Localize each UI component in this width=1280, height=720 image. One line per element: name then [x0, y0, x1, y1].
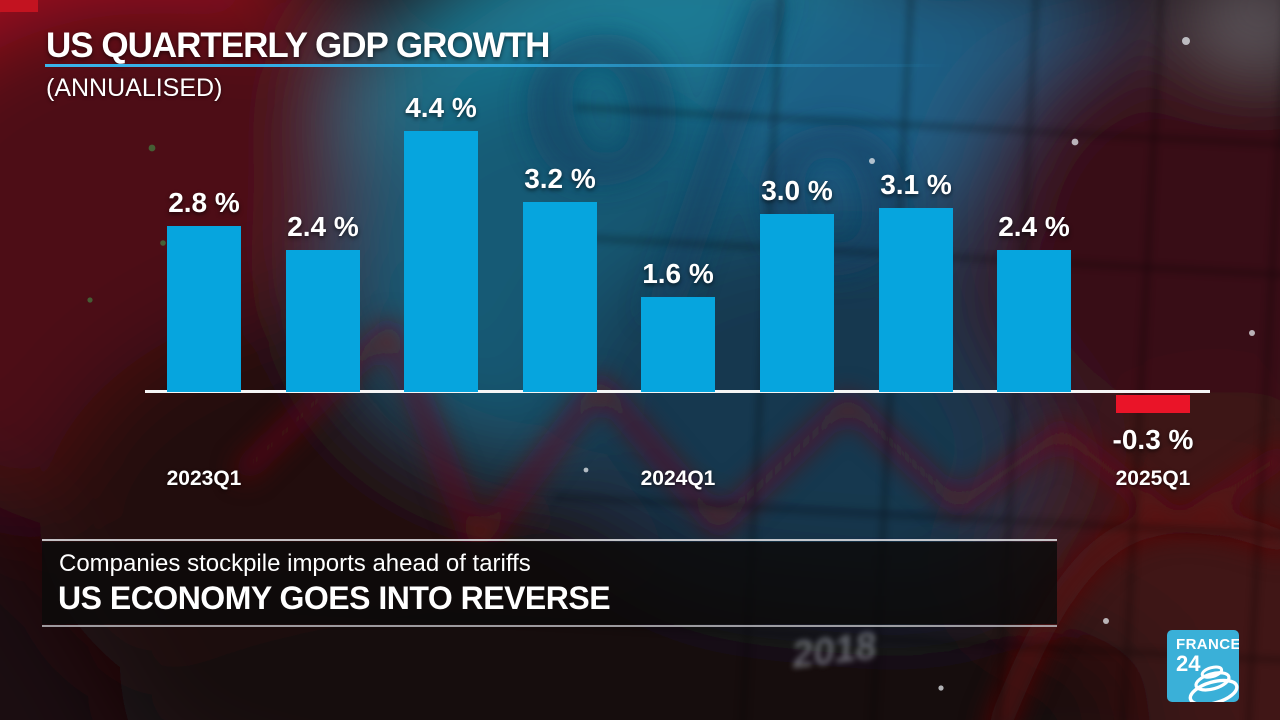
bar-2023Q4	[523, 202, 597, 392]
bar-2024Q3	[879, 208, 953, 392]
bar-2023Q3	[404, 131, 478, 392]
banner-headline: US ECONOMY GOES INTO REVERSE	[58, 580, 611, 616]
title-underline	[45, 64, 1000, 67]
banner-kicker: Companies stockpile imports ahead of tar…	[59, 550, 531, 577]
corner-red-block	[0, 0, 38, 12]
x-tick-label: 2024Q1	[640, 467, 716, 490]
france24-logo: FRANCE 24	[1167, 630, 1239, 702]
x-tick-label: 2025Q1	[1115, 467, 1191, 490]
bar-value-label: 1.6 %	[642, 258, 714, 289]
chart-title: US QUARTERLY GDP GROWTH	[46, 26, 550, 65]
bar-2025Q1	[1116, 395, 1190, 413]
bar-2023Q2	[286, 250, 360, 392]
bar-2023Q1	[167, 226, 241, 392]
lower-third-banner: Companies stockpile imports ahead of tar…	[42, 539, 1057, 627]
chart-subtitle: (ANNUALISED)	[46, 74, 223, 102]
bar-value-label: 3.1 %	[880, 169, 952, 200]
bar-2024Q1	[641, 297, 715, 392]
bar-value-label: 2.8 %	[168, 187, 240, 218]
france24-swirl-icon	[1188, 665, 1239, 702]
bar-2024Q4	[997, 250, 1071, 392]
bar-value-label: 3.2 %	[524, 163, 596, 194]
x-tick-label: 2023Q1	[166, 467, 242, 490]
bar-value-label: 2.4 %	[998, 211, 1070, 242]
bar-value-label: 3.0 %	[761, 175, 833, 206]
bar-2024Q2	[760, 214, 834, 392]
bar-value-label: 4.4 %	[405, 92, 477, 123]
france24-logo-text-24: 24	[1176, 651, 1201, 676]
france24-logo-text-france: FRANCE	[1176, 636, 1239, 653]
bar-value-label: 2.4 %	[287, 211, 359, 242]
bar-value-label: -0.3 %	[1112, 424, 1194, 455]
